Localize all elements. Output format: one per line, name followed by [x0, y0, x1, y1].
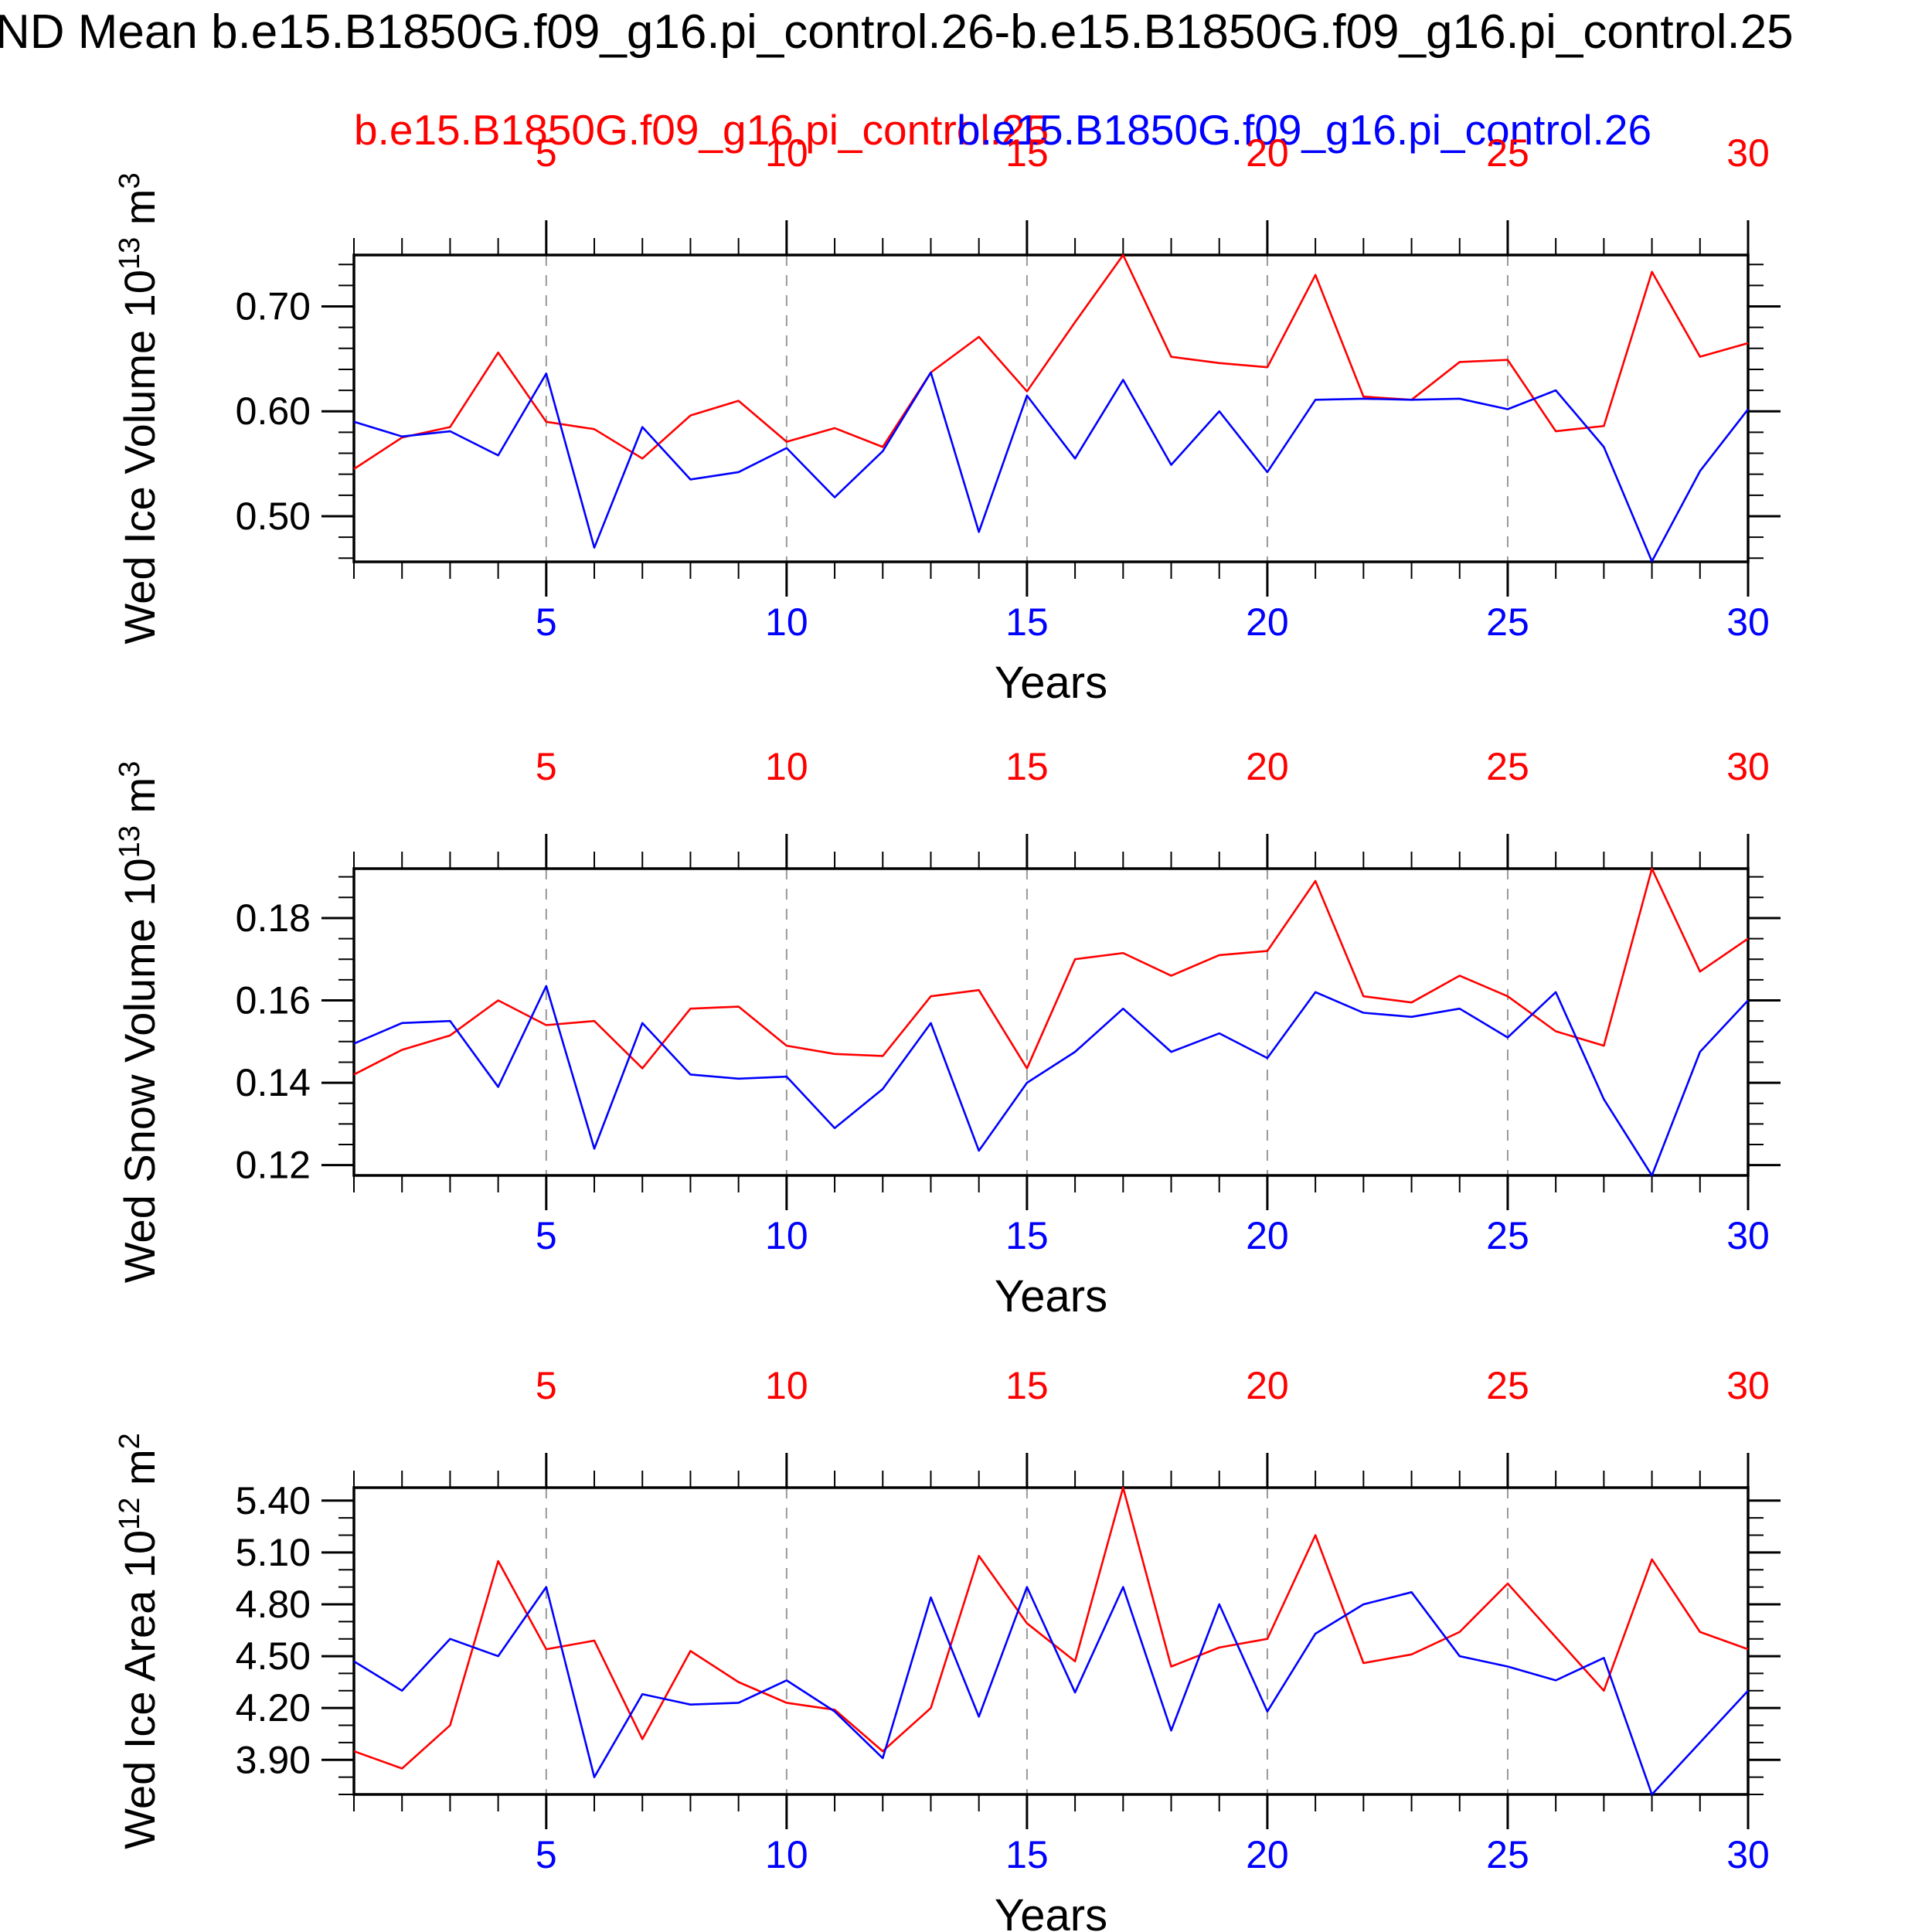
- x-tick-label-top: 20: [1246, 131, 1289, 175]
- legend-label-control26: b.e15.B1850G.f09_g16.pi_control.26: [957, 106, 1652, 154]
- series-line-control25: [353, 867, 1749, 1076]
- legend-label-control25: b.e15.B1850G.f09_g16.pi_control.25: [354, 106, 1049, 154]
- y-tick-label: 3.90: [236, 1738, 311, 1781]
- x-tick-label-bottom: 30: [1726, 1833, 1770, 1876]
- x-axis-title: Years: [995, 1271, 1107, 1321]
- panel-2: 0.12 0.14 0.16 0.18 5 5 10 10 15 15 20 20 25 25 30 30 We…: [114, 745, 1781, 1321]
- y-axis-title: Wed Ice Volume 1013 m3: [114, 172, 164, 644]
- y-tick-label: 4.20: [236, 1686, 311, 1730]
- y-tick-label: 4.50: [236, 1634, 311, 1678]
- x-tick-label-bottom: 25: [1486, 600, 1529, 644]
- series-line-control26: [353, 371, 1750, 563]
- x-tick-label-top: 25: [1486, 745, 1529, 788]
- x-tick-label-bottom: 5: [536, 600, 557, 644]
- y-tick-label: 0.60: [236, 389, 311, 433]
- x-tick-label-bottom: 30: [1726, 600, 1770, 644]
- y-tick-label: 5.10: [236, 1531, 311, 1574]
- x-tick-label-top: 30: [1726, 745, 1770, 788]
- x-tick-label-bottom: 20: [1246, 1214, 1289, 1257]
- x-tick-label-top: 25: [1486, 1364, 1529, 1407]
- x-tick-label-bottom: 10: [765, 600, 808, 644]
- x-tick-label-bottom: 10: [765, 1214, 808, 1257]
- y-tick-label: 0.16: [236, 979, 311, 1022]
- x-tick-label-bottom: 15: [1005, 1214, 1049, 1257]
- y-axis-title: Wed Ice Area 1012 m2: [114, 1433, 164, 1849]
- y-tick-label: 0.18: [236, 896, 311, 940]
- x-tick-label-top: 5: [536, 131, 557, 175]
- panel-1: 0.50 0.60 0.70 5 5 10 10 15 15 20 20 25 25 30 30 Wed Ic…: [114, 131, 1781, 708]
- x-axis-title: Years: [995, 658, 1107, 708]
- series-line-control25: [353, 253, 1749, 470]
- x-tick-label-top: 20: [1246, 1364, 1289, 1407]
- x-tick-label-bottom: 5: [536, 1214, 557, 1257]
- x-tick-label-top: 15: [1005, 1364, 1049, 1407]
- x-tick-label-bottom: 20: [1246, 600, 1289, 644]
- plot-frame: [352, 1486, 1750, 1796]
- x-tick-label-top: 15: [1005, 131, 1049, 175]
- x-tick-label-top: 30: [1726, 131, 1770, 175]
- series-line-control25: [353, 1486, 1749, 1770]
- x-tick-label-bottom: 30: [1726, 1214, 1770, 1257]
- plot-frame: [352, 253, 1750, 563]
- panel-3: 3.90 4.20 4.50 4.80 5.10 5.40 5 5 10 10 15 15 20 20 25…: [114, 1364, 1781, 1932]
- x-tick-label-bottom: 5: [536, 1833, 557, 1876]
- y-axis-title: Wed Snow Volume 1013 m3: [114, 761, 164, 1284]
- x-axis-title: Years: [995, 1890, 1107, 1932]
- y-tick-label: 0.70: [236, 285, 311, 328]
- y-tick-label: 5.40: [236, 1479, 311, 1522]
- y-tick-label: 0.14: [236, 1061, 311, 1104]
- x-tick-label-bottom: 25: [1486, 1833, 1529, 1876]
- main-title: ND Mean b.e15.B1850G.f09_g16.pi_control.…: [0, 5, 1794, 59]
- x-tick-label-top: 25: [1486, 131, 1529, 175]
- x-tick-label-top: 30: [1726, 1364, 1770, 1407]
- x-tick-label-top: 5: [536, 1364, 557, 1407]
- plot-frame: [352, 867, 1750, 1177]
- x-tick-label-top: 15: [1005, 745, 1049, 788]
- series-line-control26: [353, 1586, 1749, 1796]
- x-tick-label-top: 5: [536, 745, 557, 788]
- x-tick-label-bottom: 20: [1246, 1833, 1289, 1876]
- x-tick-label-bottom: 25: [1486, 1214, 1529, 1257]
- x-tick-label-top: 10: [765, 1364, 808, 1407]
- x-tick-label-bottom: 15: [1005, 1833, 1049, 1876]
- x-tick-label-top: 20: [1246, 745, 1289, 788]
- x-tick-label-bottom: 15: [1005, 600, 1049, 644]
- series-line-control26: [353, 985, 1749, 1177]
- y-tick-label: 0.12: [236, 1144, 311, 1187]
- y-tick-label: 4.80: [236, 1583, 311, 1626]
- x-tick-label-top: 10: [765, 131, 808, 175]
- x-tick-label-top: 10: [765, 745, 808, 788]
- y-tick-label: 0.50: [236, 495, 311, 538]
- x-tick-label-bottom: 10: [765, 1833, 808, 1876]
